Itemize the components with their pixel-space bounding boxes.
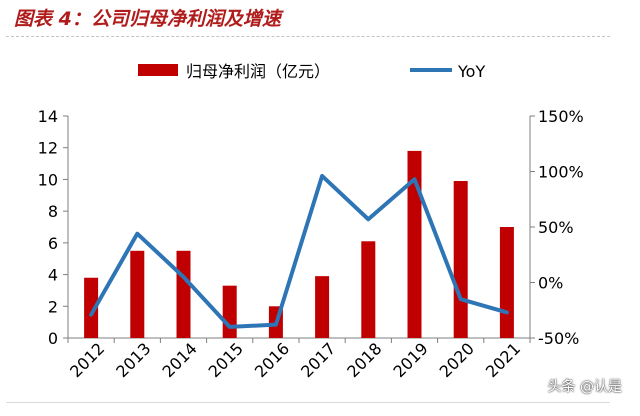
bottom-divider bbox=[6, 402, 610, 403]
y-left-tick-label: 6 bbox=[48, 234, 58, 253]
bar bbox=[84, 277, 99, 338]
y-right-tick-label: 150% bbox=[538, 107, 584, 126]
legend: 归母净利润（亿元） YoY bbox=[138, 62, 485, 81]
chart-title: 图表 4：公司归母净利润及增速 bbox=[14, 8, 281, 30]
bar bbox=[222, 285, 237, 338]
bar bbox=[499, 227, 514, 338]
y-right-tick-label: 0% bbox=[538, 274, 563, 293]
bar bbox=[361, 241, 376, 338]
y-right-tick-label: 100% bbox=[538, 163, 584, 182]
x-tick-label: 2014 bbox=[158, 339, 200, 381]
bar bbox=[176, 250, 191, 338]
x-tick-label: 2020 bbox=[436, 339, 478, 381]
yoy-line bbox=[89, 173, 509, 329]
y-left-tick-label: 8 bbox=[48, 202, 58, 221]
y-left-tick-label: 14 bbox=[38, 107, 58, 126]
x-tick-label: 2018 bbox=[343, 339, 385, 381]
x-tick-label: 2013 bbox=[112, 339, 154, 381]
y-left-tick-label: 0 bbox=[48, 329, 58, 348]
y-left-tick-label: 10 bbox=[38, 170, 58, 189]
legend-bar-label: 归母净利润（亿元） bbox=[186, 62, 330, 81]
line-series bbox=[89, 173, 509, 329]
y-left-tick-label: 4 bbox=[48, 266, 58, 285]
bar bbox=[315, 276, 330, 338]
top-divider bbox=[6, 36, 610, 37]
y-right-tick-label: 50% bbox=[538, 218, 574, 237]
bar bbox=[407, 150, 422, 338]
x-tick-label: 2019 bbox=[389, 339, 431, 381]
legend-bar-swatch bbox=[138, 64, 178, 76]
y-right-tick-label: -50% bbox=[538, 329, 579, 348]
watermark: 头条 @认是 bbox=[547, 379, 622, 395]
x-tick-label: 2021 bbox=[482, 339, 524, 381]
x-tick-label: 2015 bbox=[205, 339, 247, 381]
bar bbox=[130, 250, 145, 338]
y-left-tick-label: 2 bbox=[48, 297, 58, 316]
axes bbox=[63, 115, 535, 343]
legend-line-label: YoY bbox=[457, 62, 485, 81]
x-tick-label: 2017 bbox=[297, 339, 339, 381]
x-tick-label: 2016 bbox=[251, 339, 293, 381]
bar bbox=[453, 181, 468, 338]
y-left-tick-label: 12 bbox=[38, 139, 58, 158]
x-tick-label: 2012 bbox=[66, 339, 108, 381]
